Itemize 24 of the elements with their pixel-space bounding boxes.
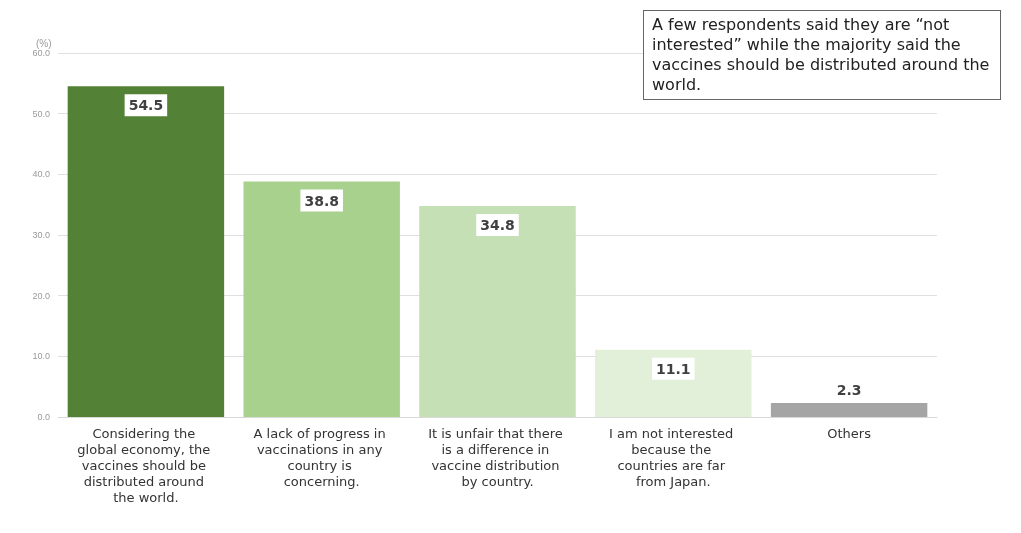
y-tick-label: 20.0 (32, 290, 50, 301)
data-label: 2.3 (836, 382, 862, 399)
y-tick-label: 0.0 (37, 412, 50, 422)
data-label: 11.1 (656, 360, 691, 377)
bar (419, 205, 576, 417)
bar (770, 403, 928, 417)
annotation: A few respondents said they are “not interested” while the majority said the vaccines should be distributed around the world. (643, 10, 1001, 100)
bar (67, 86, 225, 417)
y-tick-label: 10.0 (32, 351, 50, 362)
x-tick-label: A lack of progress in vaccinations in any country is concerning. (253, 425, 390, 489)
bar (243, 181, 400, 417)
data-label: 54.5 (128, 97, 164, 114)
data-label: 38.8 (304, 192, 339, 209)
x-tick-label: It is unfair that there is a difference in vaccine distribution by country. (428, 425, 567, 489)
y-tick-label: 40.0 (32, 169, 50, 180)
x-tick-label: I am not interested because the countries are far from Japan. (609, 425, 738, 489)
y-tick-label: 50.0 (32, 108, 50, 119)
data-label: 34.8 (480, 216, 515, 233)
x-tick-label: Considering the global economy, the vaccines should be distributed around the world. (77, 425, 215, 505)
y-axis-title: (%) (36, 38, 52, 50)
bar (595, 349, 752, 417)
y-tick-label: 30.0 (32, 230, 50, 240)
x-tick-label: Others (827, 425, 872, 441)
y-tick-label: 60.0 (32, 48, 50, 58)
